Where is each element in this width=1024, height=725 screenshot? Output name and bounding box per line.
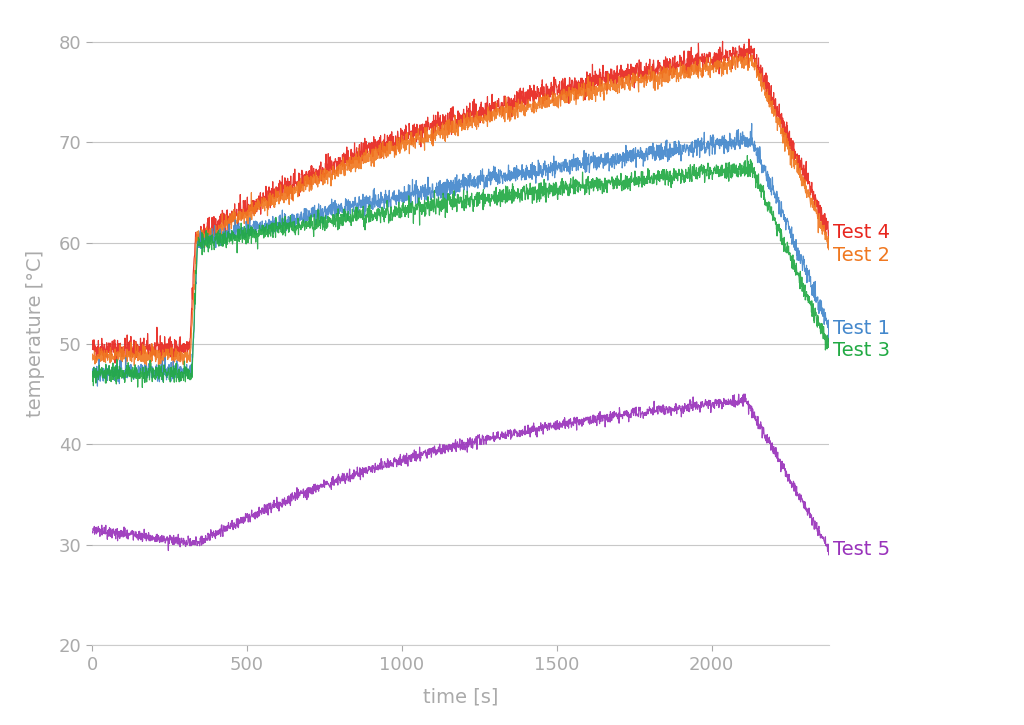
Text: Test 5: Test 5 xyxy=(833,540,890,559)
Text: Test 3: Test 3 xyxy=(833,341,890,360)
Text: Test 2: Test 2 xyxy=(833,246,890,265)
X-axis label: time [s]: time [s] xyxy=(423,687,499,707)
Text: Test 1: Test 1 xyxy=(833,319,890,338)
Text: Test 4: Test 4 xyxy=(833,223,890,242)
Y-axis label: temperature [°C]: temperature [°C] xyxy=(26,250,45,417)
